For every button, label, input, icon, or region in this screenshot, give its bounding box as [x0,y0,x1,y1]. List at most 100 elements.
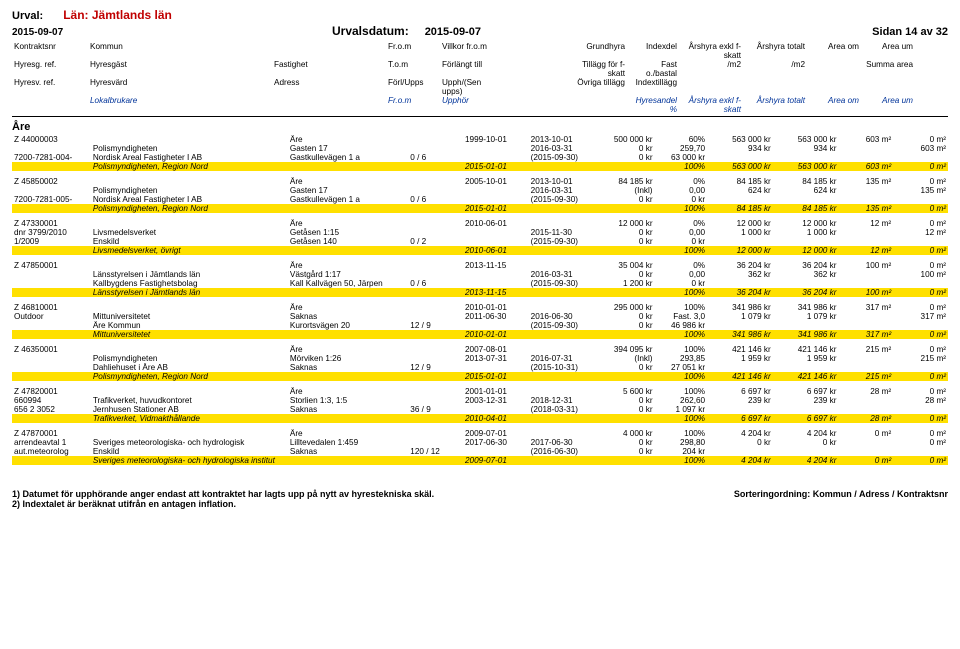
summary-cell [529,456,595,465]
cell: 660994 [12,396,91,405]
cell [463,186,529,195]
cell [838,321,893,330]
table-row: Z 45850002Åre2005-10-012013-10-0184 185 … [12,177,948,186]
lan-title: Län: Jämtlands län [63,8,172,22]
cell: Enskild [91,237,288,246]
cell: 63 000 kr [655,153,708,162]
cell: 12 m² [893,228,948,237]
cell: 7200-7281-004- [12,153,91,162]
cell: 239 kr [707,396,773,405]
header-cell: Grundhyra [568,42,627,60]
table-row: 660994Trafikverket, huvudkontoretStorlie… [12,396,948,405]
cell: 0% [655,261,708,270]
cell [463,237,529,246]
summary-cell: Livsmedelsverket, övrigt [91,246,288,255]
cell [838,354,893,363]
footer-row: 1) Datumet för upphörande anger endast a… [12,471,948,509]
cell: Fast. 3,0 [655,312,708,321]
cell [12,363,91,372]
header-cell: Förlängt till [440,60,504,78]
summary-cell: 36 204 kr [773,288,839,297]
cell: Saknas [288,405,408,414]
cell: Nordisk Areal Fastigheter I AB [91,195,288,204]
cell: 2016-03-31 [529,270,595,279]
header-cell: Fr.o.m [386,96,440,114]
cell [408,144,463,153]
cell [893,237,948,246]
cell [838,228,893,237]
cell: 100 m² [893,270,948,279]
cell: 298,80 [655,438,708,447]
cell [893,279,948,288]
summary-cell: 2015-01-01 [463,162,529,171]
summary-cell: 215 m² [838,372,893,381]
cell: aut.meteorolog [12,447,91,456]
summary-cell: 84 185 kr [707,204,773,213]
footnotes: 1) Datumet för upphörande anger endast a… [12,489,434,509]
cell [91,135,288,144]
cell [529,387,595,396]
cell [773,321,839,330]
summary-cell [594,330,654,339]
summary-cell [408,288,463,297]
summary-cell [288,246,408,255]
summary-cell: 0 m² [893,162,948,171]
cell: 12 000 kr [707,219,773,228]
cell: 0% [655,219,708,228]
cell: 60% [655,135,708,144]
header-cell [743,78,807,96]
cell: 0 m² [893,261,948,270]
cell [707,195,773,204]
cell: 2003-12-31 [463,396,529,405]
cell: 204 kr [655,447,708,456]
cell [529,303,595,312]
cell: Livsmedelsverket [91,228,288,237]
cell: 6 697 kr [773,387,839,396]
cell: Gastkullevägen 1 a [288,195,408,204]
cell: 1 079 kr [773,312,839,321]
summary-cell [12,330,91,339]
cell: 317 m² [893,312,948,321]
cell: Dahliehuset i Åre AB [91,363,288,372]
summary-cell [408,372,463,381]
summary-row: Sveriges meteorologiska- och hydrologisk… [12,456,948,465]
cell: Saknas [288,312,408,321]
cell: Kurortsvägen 20 [288,321,408,330]
cell: 341 986 kr [773,303,839,312]
table-row: PolismyndighetenMörviken 1:262013-07-312… [12,354,948,363]
cell: 1 000 kr [707,228,773,237]
report-date: 2015-09-07 [12,27,332,38]
cell: 2005-10-01 [463,177,529,186]
summary-cell [288,456,408,465]
cell: 0 m² [893,219,948,228]
cell: Västgård 1:17 [288,270,408,279]
cell: 1/2009 [12,237,91,246]
cell [707,153,773,162]
cell: Trafikverket, huvudkontoret [91,396,288,405]
cell: 84 185 kr [594,177,654,186]
header-cell [807,78,861,96]
cell: Åre [288,303,408,312]
cell: 0 kr [594,447,654,456]
cell [463,405,529,414]
summary-cell: 317 m² [838,330,893,339]
summary-cell [529,288,595,297]
summary-cell [529,330,595,339]
summary-cell: Länsstyrelsen i Jämtlands län [91,288,288,297]
cell [463,195,529,204]
region-heading: Åre [12,121,948,133]
summary-cell [288,372,408,381]
cell [91,261,288,270]
table-row: 656 2 3052Jernhusen Stationer ABSaknas36… [12,405,948,414]
table-row: Z 47850001Åre2013-11-1535 004 kr0%36 204… [12,261,948,270]
cell: 317 m² [838,303,893,312]
cell: Åre [288,177,408,186]
header-cell: Fr.o.m [386,42,440,60]
cell: 293,85 [655,354,708,363]
summary-cell: 12 m² [838,246,893,255]
cell: 2017-06-30 [529,438,595,447]
table-row: arrendeavtal 1Sveriges meteorologiska- o… [12,438,948,447]
table-row: Åre KommunKurortsvägen 2012 / 9(2015-09-… [12,321,948,330]
cell [463,363,529,372]
summary-cell [529,414,595,423]
